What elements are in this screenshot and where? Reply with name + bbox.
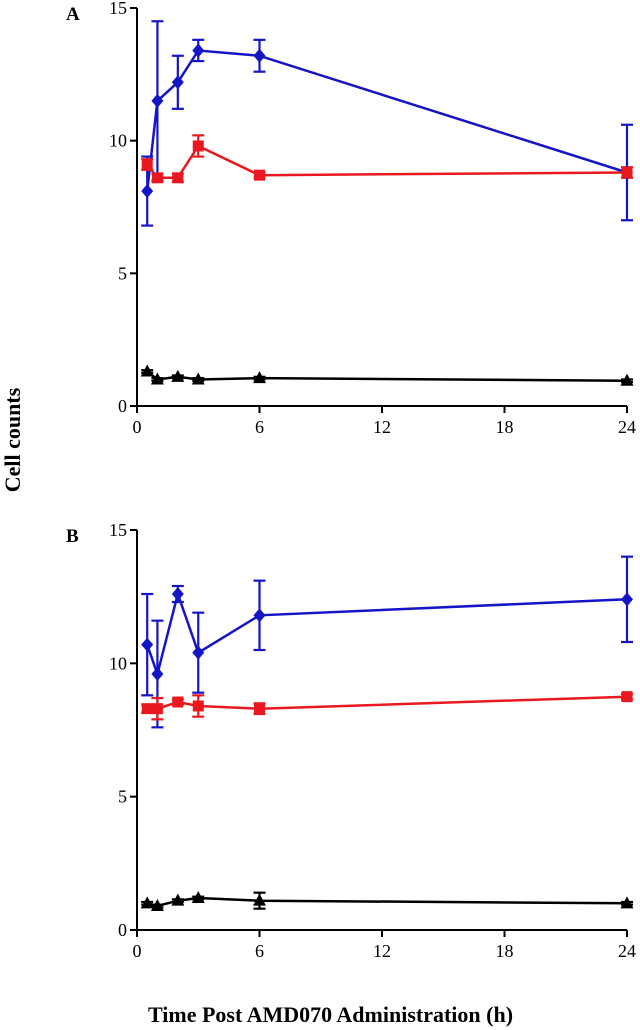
y-tick-label: 5 <box>118 787 127 807</box>
data-point-square <box>621 167 633 179</box>
y-tick-label: 10 <box>109 131 127 151</box>
data-point-square <box>141 159 153 171</box>
x-tick-label: 6 <box>255 941 264 961</box>
chart-panel-b: B 0 5 10 15 0 6 12 18 24 <box>66 520 636 961</box>
y-axis-title: Cell counts <box>0 387 25 492</box>
data-point-triangle <box>191 891 205 903</box>
data-point-triangle <box>171 893 185 906</box>
data-point-square <box>254 703 265 715</box>
data-point-triangle <box>191 372 205 385</box>
y-tick-label: 0 <box>118 396 127 416</box>
data-point-square <box>151 172 163 184</box>
y-tick-label: 5 <box>118 263 127 283</box>
x-tick-label: 24 <box>618 417 636 437</box>
x-tick-label: 0 <box>133 417 142 437</box>
data-point-square <box>254 169 265 181</box>
data-point-diamond <box>192 43 205 58</box>
data-point-triangle <box>253 371 266 384</box>
data-point-diamond <box>151 667 164 681</box>
data-point-diamond <box>151 93 164 108</box>
data-point-diamond <box>141 637 154 652</box>
data-point-diamond <box>141 184 154 199</box>
x-tick-label: 0 <box>133 941 142 961</box>
series-line-blue <box>145 49 628 192</box>
data-point-triangle <box>150 899 164 911</box>
data-point-diamond <box>253 608 266 623</box>
x-axis-title: Time Post AMD070 Administration (h) <box>148 1002 513 1027</box>
y-tick-label: 0 <box>118 920 127 940</box>
data-point-triangle <box>620 896 634 909</box>
data-point-diamond <box>171 587 184 601</box>
series-line-blue <box>146 589 628 679</box>
data-point-diamond <box>621 592 633 607</box>
y-tick-label: 15 <box>109 0 127 18</box>
y-tick-label: 10 <box>109 653 127 673</box>
data-point-square <box>192 140 204 152</box>
data-point-triangle <box>150 372 164 385</box>
series-line-black <box>146 370 628 383</box>
data-point-square <box>151 703 163 715</box>
data-point-square <box>141 703 153 715</box>
y-tick-label: 15 <box>109 520 127 540</box>
x-tick-label: 6 <box>255 417 264 437</box>
data-point-square <box>621 691 633 703</box>
data-point-diamond <box>192 645 205 660</box>
data-point-triangle <box>253 893 266 906</box>
panel-label: B <box>66 526 79 547</box>
x-tick-label: 18 <box>496 417 514 437</box>
data-point-square <box>172 172 184 184</box>
x-tick-label: 12 <box>373 417 391 437</box>
data-point-triangle <box>171 369 185 382</box>
data-point-square <box>172 696 184 708</box>
data-point-diamond <box>171 75 184 90</box>
data-point-triangle <box>140 896 154 909</box>
x-tick-label: 12 <box>373 941 391 961</box>
chart-panel-a: A 0 5 10 15 0 6 12 18 24 <box>66 0 636 437</box>
data-point-triangle <box>620 373 634 386</box>
data-point-square <box>192 700 204 712</box>
series-line-red <box>147 695 628 710</box>
x-tick-label: 24 <box>618 941 636 961</box>
x-tick-label: 18 <box>496 941 514 961</box>
series-line-black <box>146 896 628 908</box>
data-point-diamond <box>253 48 266 63</box>
panel-label: A <box>66 4 80 25</box>
data-point-triangle <box>140 364 154 377</box>
